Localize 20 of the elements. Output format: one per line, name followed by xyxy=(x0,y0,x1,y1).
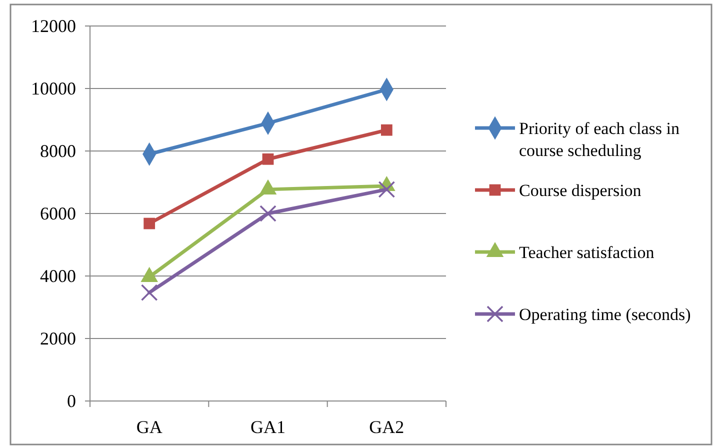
point xyxy=(378,181,396,198)
y-tick-label: 2000 xyxy=(40,328,76,348)
y-tick-label: 4000 xyxy=(40,266,76,286)
point xyxy=(144,218,156,230)
y-tick-label: 10000 xyxy=(31,78,76,98)
x-tick-label: GA xyxy=(136,416,162,437)
point xyxy=(380,124,392,136)
legend-label: Teacher satisfaction xyxy=(519,243,655,262)
legend-label: Operating time (seconds) xyxy=(519,305,691,324)
y-tick-label: 12000 xyxy=(31,16,76,36)
legend-label: Course dispersion xyxy=(519,181,642,200)
y-tick-label: 0 xyxy=(67,390,76,411)
y-tick-label: 8000 xyxy=(40,140,76,161)
legend-label: Priority of each class in course scheduling xyxy=(519,119,680,160)
y-tick-label: 6000 xyxy=(40,203,76,224)
x-tick-label: GA2 xyxy=(369,416,404,437)
point xyxy=(140,284,158,301)
point xyxy=(262,153,274,165)
point xyxy=(260,205,276,222)
x-tick-label: GA1 xyxy=(250,416,286,437)
